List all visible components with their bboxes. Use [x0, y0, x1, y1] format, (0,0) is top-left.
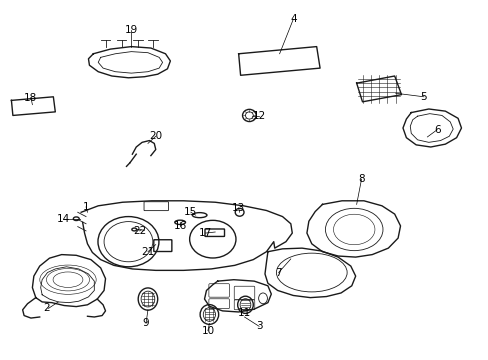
Text: 20: 20	[149, 131, 162, 141]
Text: 4: 4	[289, 14, 296, 24]
Text: 16: 16	[173, 221, 186, 231]
Text: 6: 6	[433, 125, 440, 135]
Text: 22: 22	[133, 226, 146, 236]
Text: 11: 11	[237, 308, 251, 318]
Text: 5: 5	[420, 92, 427, 102]
Text: 19: 19	[124, 25, 138, 35]
Text: 1: 1	[82, 202, 89, 212]
Text: 15: 15	[184, 207, 197, 217]
Text: 8: 8	[358, 174, 364, 184]
Text: 17: 17	[199, 228, 212, 238]
Text: 18: 18	[24, 93, 38, 103]
Text: 14: 14	[57, 214, 70, 224]
Text: 2: 2	[43, 303, 50, 314]
Text: 10: 10	[201, 325, 214, 336]
Text: 13: 13	[231, 203, 245, 213]
Text: 12: 12	[252, 111, 265, 121]
Text: 7: 7	[275, 267, 282, 278]
Text: 9: 9	[142, 319, 149, 328]
Text: 21: 21	[141, 247, 154, 257]
Text: 3: 3	[255, 321, 262, 331]
